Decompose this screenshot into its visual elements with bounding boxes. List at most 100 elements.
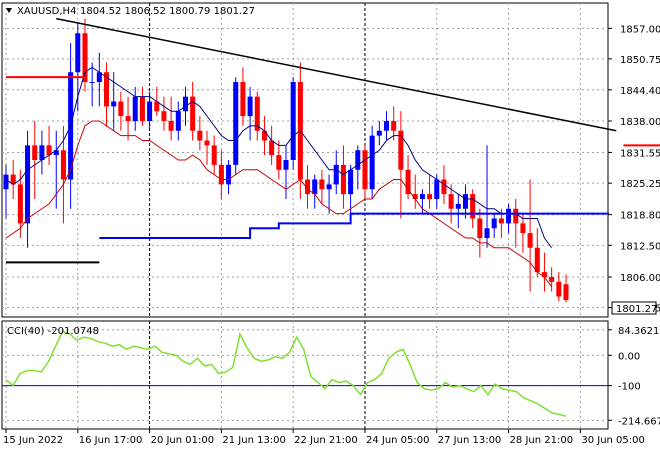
cci-panel-frame — [1, 320, 609, 430]
bull-candle — [491, 218, 497, 229]
bull-candle — [233, 82, 239, 165]
current-price-tag — [611, 301, 657, 315]
bull-candle — [348, 169, 354, 195]
bear-candle — [427, 194, 433, 199]
bull-candle — [326, 184, 332, 190]
bull-candle — [247, 96, 253, 117]
main-panel-frame — [1, 2, 609, 318]
bull-candle — [455, 203, 461, 209]
bull-candle — [462, 194, 468, 209]
bull-candle — [53, 150, 59, 156]
bull-candle — [132, 96, 138, 121]
bull-candle — [355, 150, 361, 170]
time-tick-label: 30 Jun 05:00 — [581, 435, 645, 446]
time-tick-label: 21 Jun 13:00 — [222, 435, 286, 446]
lower-envelope-line — [5, 120, 553, 288]
bear-candle — [60, 150, 66, 180]
bull-candle — [369, 135, 375, 190]
triangle-down-icon[interactable] — [6, 8, 12, 13]
bull-candle — [290, 82, 296, 160]
bear-candle — [32, 145, 38, 160]
cci-panel — [2, 330, 608, 417]
cci-tick-label: 84.3621 — [618, 326, 659, 337]
time-axis: 15 Jun 2022 16 Jun 17:00 20 Jun 01:00 21 Ju… — [3, 429, 645, 446]
bear-candle — [154, 101, 160, 112]
bull-candle — [434, 179, 440, 199]
time-tick-label: 16 Jun 17:00 — [79, 435, 143, 446]
cci-line — [5, 330, 567, 417]
red-step-line-right — [623, 144, 660, 147]
bull-candle — [484, 228, 490, 238]
cci-title: CCI(40) -201.0748 — [7, 326, 99, 337]
bear-candle — [305, 179, 311, 195]
bear-candle — [398, 130, 404, 170]
bear-candle — [513, 208, 519, 224]
bear-candle — [448, 194, 454, 209]
bear-candle — [362, 150, 368, 190]
bear-candle — [340, 164, 346, 195]
price-tick-label: 1850.75 — [620, 55, 660, 66]
time-tick-label: 27 Jun 13:00 — [438, 435, 502, 446]
bear-candle — [204, 140, 210, 146]
blue-step-line — [99, 212, 610, 239]
bear-candle — [118, 101, 124, 117]
bear-candle — [211, 145, 217, 165]
price-tick-label: 1831.55 — [620, 148, 660, 159]
bull-candle — [506, 208, 512, 224]
bull-candle — [25, 145, 31, 224]
bear-candle — [534, 247, 540, 273]
cci-tick-label: 0.00 — [618, 351, 640, 362]
price-tick-label: 1818.80 — [620, 211, 660, 222]
bull-candle — [175, 111, 181, 131]
bull-candle — [384, 121, 390, 131]
bull-candle — [419, 194, 425, 199]
bull-candle — [182, 96, 188, 112]
bear-candle — [520, 223, 526, 234]
price-tick-label: 1825.25 — [620, 179, 660, 190]
bull-candle — [75, 33, 81, 73]
bull-candle — [96, 72, 102, 82]
bear-candle — [197, 130, 203, 141]
price-tick-label: 1806.00 — [620, 273, 660, 284]
bear-candle — [470, 194, 476, 219]
bear-candle — [391, 121, 397, 131]
time-tick-label: 28 Jun 21:00 — [510, 435, 574, 446]
bull-candle — [147, 101, 153, 121]
bear-candle — [190, 96, 196, 131]
time-tick-label: 24 Jun 05:00 — [366, 435, 430, 446]
bull-candle — [376, 130, 382, 136]
bear-candle — [549, 277, 555, 282]
bear-candle — [477, 218, 483, 238]
bull-candle — [333, 164, 339, 185]
bear-candle — [563, 284, 569, 301]
bear-candle — [218, 164, 224, 185]
bear-candle — [10, 174, 16, 185]
price-tick-label: 1857.00 — [620, 24, 660, 35]
bear-candle — [240, 82, 246, 117]
bear-candle — [82, 33, 88, 82]
bull-candle — [39, 145, 45, 160]
bear-candle — [441, 179, 447, 195]
bear-candle — [254, 96, 260, 131]
cci-tick-label: -214.667 — [618, 416, 660, 427]
bear-candle — [46, 145, 52, 156]
bear-candle — [17, 184, 23, 224]
time-tick-label: 20 Jun 01:00 — [151, 435, 215, 446]
bull-candle — [283, 160, 289, 170]
upper-envelope-line — [5, 66, 553, 249]
bear-candle — [276, 155, 282, 170]
bear-candle — [412, 194, 418, 199]
bear-candle — [269, 140, 275, 156]
bear-candle — [104, 72, 110, 107]
price-tick-label: 1812.50 — [620, 241, 660, 252]
time-tick-label: 22 Jun 21:00 — [294, 435, 358, 446]
time-tick-label: 15 Jun 2022 — [3, 435, 63, 446]
bear-candle — [405, 169, 411, 195]
bear-candle — [139, 96, 145, 121]
current-price-label: 1801.27 — [616, 304, 657, 315]
bull-candle — [312, 179, 318, 195]
bear-candle — [319, 179, 325, 190]
bear-candle — [168, 121, 174, 131]
